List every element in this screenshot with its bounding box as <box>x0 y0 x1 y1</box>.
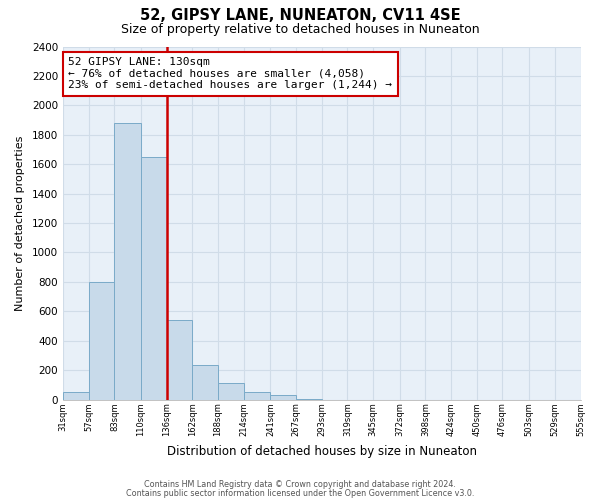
Bar <box>167 320 193 400</box>
Bar <box>296 399 322 400</box>
Text: 52 GIPSY LANE: 130sqm
← 76% of detached houses are smaller (4,058)
23% of semi-d: 52 GIPSY LANE: 130sqm ← 76% of detached … <box>68 57 392 90</box>
Text: Contains HM Land Registry data © Crown copyright and database right 2024.: Contains HM Land Registry data © Crown c… <box>144 480 456 489</box>
Bar <box>218 384 244 400</box>
Bar <box>244 392 271 400</box>
Bar <box>115 123 141 400</box>
Text: Size of property relative to detached houses in Nuneaton: Size of property relative to detached ho… <box>121 22 479 36</box>
Bar <box>141 157 167 400</box>
Text: Contains public sector information licensed under the Open Government Licence v3: Contains public sector information licen… <box>126 488 474 498</box>
X-axis label: Distribution of detached houses by size in Nuneaton: Distribution of detached houses by size … <box>167 444 477 458</box>
Bar <box>271 395 296 400</box>
Bar <box>89 282 115 400</box>
Text: 52, GIPSY LANE, NUNEATON, CV11 4SE: 52, GIPSY LANE, NUNEATON, CV11 4SE <box>140 8 460 22</box>
Bar <box>63 392 89 400</box>
Y-axis label: Number of detached properties: Number of detached properties <box>15 136 25 310</box>
Bar <box>193 365 218 400</box>
